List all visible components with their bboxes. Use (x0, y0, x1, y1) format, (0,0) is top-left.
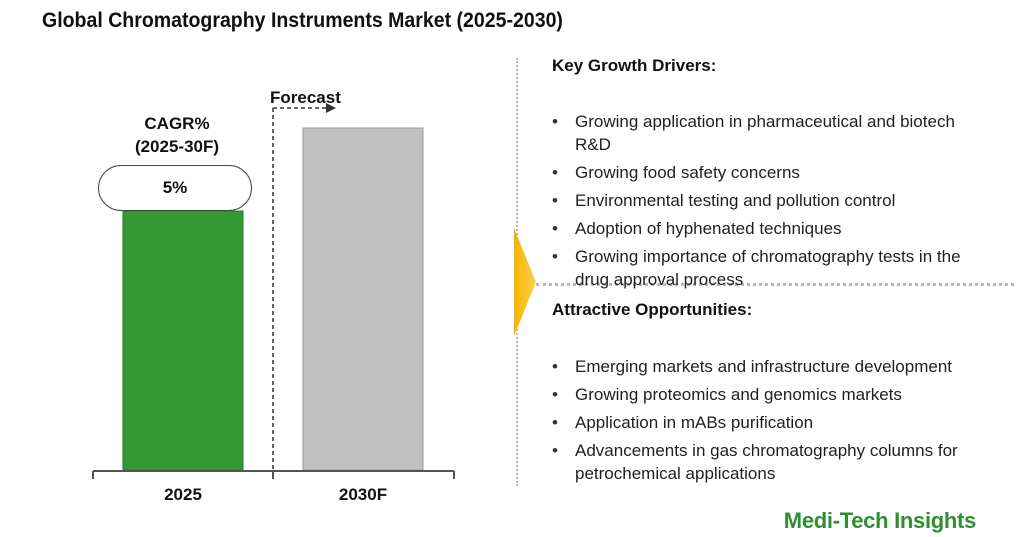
cagr-label-line2: (2025-30F) (134, 137, 220, 156)
opportunity-item: Emerging markets and infrastructure deve… (552, 355, 992, 378)
driver-item: Growing food safety concerns (552, 161, 992, 184)
opportunities-list: Emerging markets and infrastructure deve… (552, 355, 992, 490)
opportunities-heading: Attractive Opportunities: (552, 300, 753, 319)
driver-item: Environmental testing and pollution cont… (552, 189, 992, 212)
labels-layer: 2025 2030F (164, 485, 387, 504)
page-title: Global Chromatography Instruments Market… (42, 9, 563, 32)
bars-layer (122, 127, 424, 471)
opportunity-item: Advancements in gas chromatography colum… (552, 439, 992, 485)
forecast-arrow-head (326, 103, 336, 113)
forecast-label: Forecast (270, 88, 341, 107)
bar-2030F (302, 127, 424, 471)
driver-item: Growing application in pharmaceutical an… (552, 110, 992, 156)
drivers-list: Growing application in pharmaceutical an… (552, 110, 992, 296)
cagr-label-line1: CAGR% (144, 114, 210, 133)
drivers-heading: Key Growth Drivers: (552, 56, 717, 75)
arrow-pointer-icon (514, 228, 536, 336)
bar-chart: 2025 2030F (92, 103, 455, 504)
x-tick-label: 2030F (339, 485, 387, 504)
cagr-value-badge: 5% (98, 165, 252, 211)
opportunity-item: Growing proteomics and genomics markets (552, 383, 992, 406)
bar-2025 (122, 210, 244, 471)
opportunity-item: Application in mABs purification (552, 411, 992, 434)
x-tick-label: 2025 (164, 485, 202, 504)
brand-logo: Medi-Tech Insights (783, 508, 977, 533)
driver-item: Adoption of hyphenated techniques (552, 217, 992, 240)
driver-item: Growing importance of chromatography tes… (552, 245, 992, 291)
cagr-label: CAGR% (2025-30F) (104, 112, 250, 158)
